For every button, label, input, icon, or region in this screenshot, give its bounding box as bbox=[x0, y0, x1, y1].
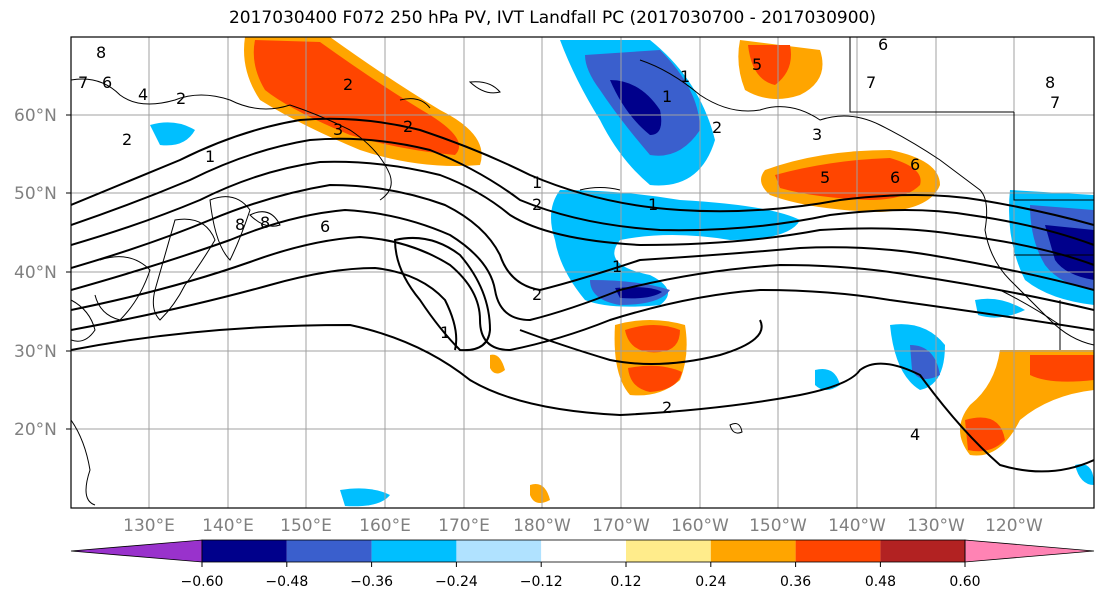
gridlines bbox=[71, 37, 1094, 508]
contour-label: 7 bbox=[78, 73, 88, 92]
colorbar-extend-right bbox=[964, 539, 1095, 563]
contour-label: 1 bbox=[532, 173, 542, 192]
colorbar-segment bbox=[880, 540, 966, 562]
contour-label: 6 bbox=[320, 217, 330, 236]
contour-label-group: 8 7 6 4 2 8 2 1 2 3 2 1 2 2 1 5 6 1 6 2 … bbox=[78, 35, 1060, 444]
contour-label: 4 bbox=[910, 425, 920, 444]
contour-label: 2 bbox=[343, 75, 353, 94]
contour-label: 8 bbox=[235, 215, 245, 234]
colorbar-segment bbox=[626, 540, 711, 562]
lon-label: 160°W bbox=[671, 516, 729, 536]
contour-label: 8 bbox=[260, 213, 270, 232]
colorbar-segment bbox=[286, 540, 372, 562]
contour-label: 2 bbox=[712, 118, 722, 137]
pv-contours bbox=[71, 117, 1094, 473]
colorbar-tick-label: −0.12 bbox=[520, 574, 563, 590]
lon-label: 130°W bbox=[907, 516, 965, 536]
contour-label: 6 bbox=[890, 168, 900, 187]
lon-label: 130°E bbox=[123, 516, 175, 536]
lat-label: 30°N bbox=[14, 342, 57, 362]
lat-label-group: 60°N 50°N 40°N 30°N 20°N bbox=[14, 106, 57, 440]
contour-label: 2 bbox=[532, 195, 542, 214]
contour-label: 5 bbox=[752, 55, 762, 74]
contour-label: 8 bbox=[96, 43, 106, 62]
lat-label: 50°N bbox=[14, 184, 57, 204]
lat-label: 20°N bbox=[14, 420, 57, 440]
contour-label: 7 bbox=[1050, 93, 1060, 112]
contour-label: 2 bbox=[532, 285, 542, 304]
lon-label: 140°W bbox=[828, 516, 886, 536]
lon-label: 170°W bbox=[592, 516, 650, 536]
contour-label: 8 bbox=[1045, 73, 1055, 92]
colorbar-segment bbox=[371, 540, 457, 562]
colorbar-tick-label: −0.48 bbox=[265, 574, 308, 590]
colorbar-tick-label: −0.60 bbox=[181, 574, 224, 590]
colorbar-segment bbox=[456, 540, 542, 562]
coastlines bbox=[71, 59, 1094, 506]
contour-label: 2 bbox=[176, 89, 186, 108]
contour-label: 1 bbox=[680, 67, 690, 86]
contour-label: 3 bbox=[812, 125, 822, 144]
colorbar-tick-label: 0.48 bbox=[865, 574, 896, 590]
contour-label: 6 bbox=[102, 73, 112, 92]
contour-label: 5 bbox=[820, 168, 830, 187]
contour-label: 3 bbox=[333, 120, 343, 139]
colorbar-segment bbox=[710, 540, 796, 562]
lon-label: 150°W bbox=[749, 516, 807, 536]
lat-label: 60°N bbox=[14, 106, 57, 126]
lon-label-group: 130°E 140°E 150°E 160°E 170°E 180°W 170°… bbox=[123, 516, 1043, 536]
colorbar-tick-label: 0.36 bbox=[780, 574, 811, 590]
contour-label: 2 bbox=[662, 398, 672, 417]
contour-label: 2 bbox=[403, 117, 413, 136]
contour-label: 1 bbox=[662, 87, 672, 106]
colorbar-segment bbox=[541, 540, 626, 562]
lat-label: 40°N bbox=[14, 263, 57, 283]
contour-label: 1 bbox=[440, 323, 450, 342]
lat-ticks bbox=[66, 114, 71, 430]
colorbar: −0.60 −0.48 −0.36 −0.24 −0.12 0.12 0.24 … bbox=[70, 539, 1095, 590]
contour-label: 1 bbox=[205, 147, 215, 166]
colorbar-tick-label: −0.36 bbox=[350, 574, 393, 590]
lon-label: 170°E bbox=[438, 516, 490, 536]
contour-label: 7 bbox=[866, 73, 876, 92]
contour-label: 4 bbox=[138, 85, 148, 104]
colorbar-tick-label: 0.24 bbox=[695, 574, 726, 590]
contour-label: 6 bbox=[910, 155, 920, 174]
colorbar-segment bbox=[202, 540, 287, 562]
contour-label: 1 bbox=[612, 257, 622, 276]
lon-label: 160°E bbox=[359, 516, 411, 536]
lon-label: 150°E bbox=[280, 516, 332, 536]
contour-label: 2 bbox=[122, 130, 132, 149]
colorbar-tick-label: 0.60 bbox=[949, 574, 980, 590]
contour-label: 1 bbox=[648, 195, 658, 214]
colorbar-tick-label: 0.12 bbox=[610, 574, 641, 590]
lon-label: 180°W bbox=[513, 516, 571, 536]
map-title: 2017030400 F072 250 hPa PV, IVT Landfall… bbox=[228, 8, 876, 28]
colorbar-segment bbox=[795, 540, 881, 562]
colorbar-tick-label: −0.24 bbox=[435, 574, 478, 590]
contour-label: 6 bbox=[878, 35, 888, 54]
lon-label: 140°E bbox=[202, 516, 254, 536]
colorbar-extend-left bbox=[70, 539, 203, 563]
lon-label: 120°W bbox=[985, 516, 1043, 536]
